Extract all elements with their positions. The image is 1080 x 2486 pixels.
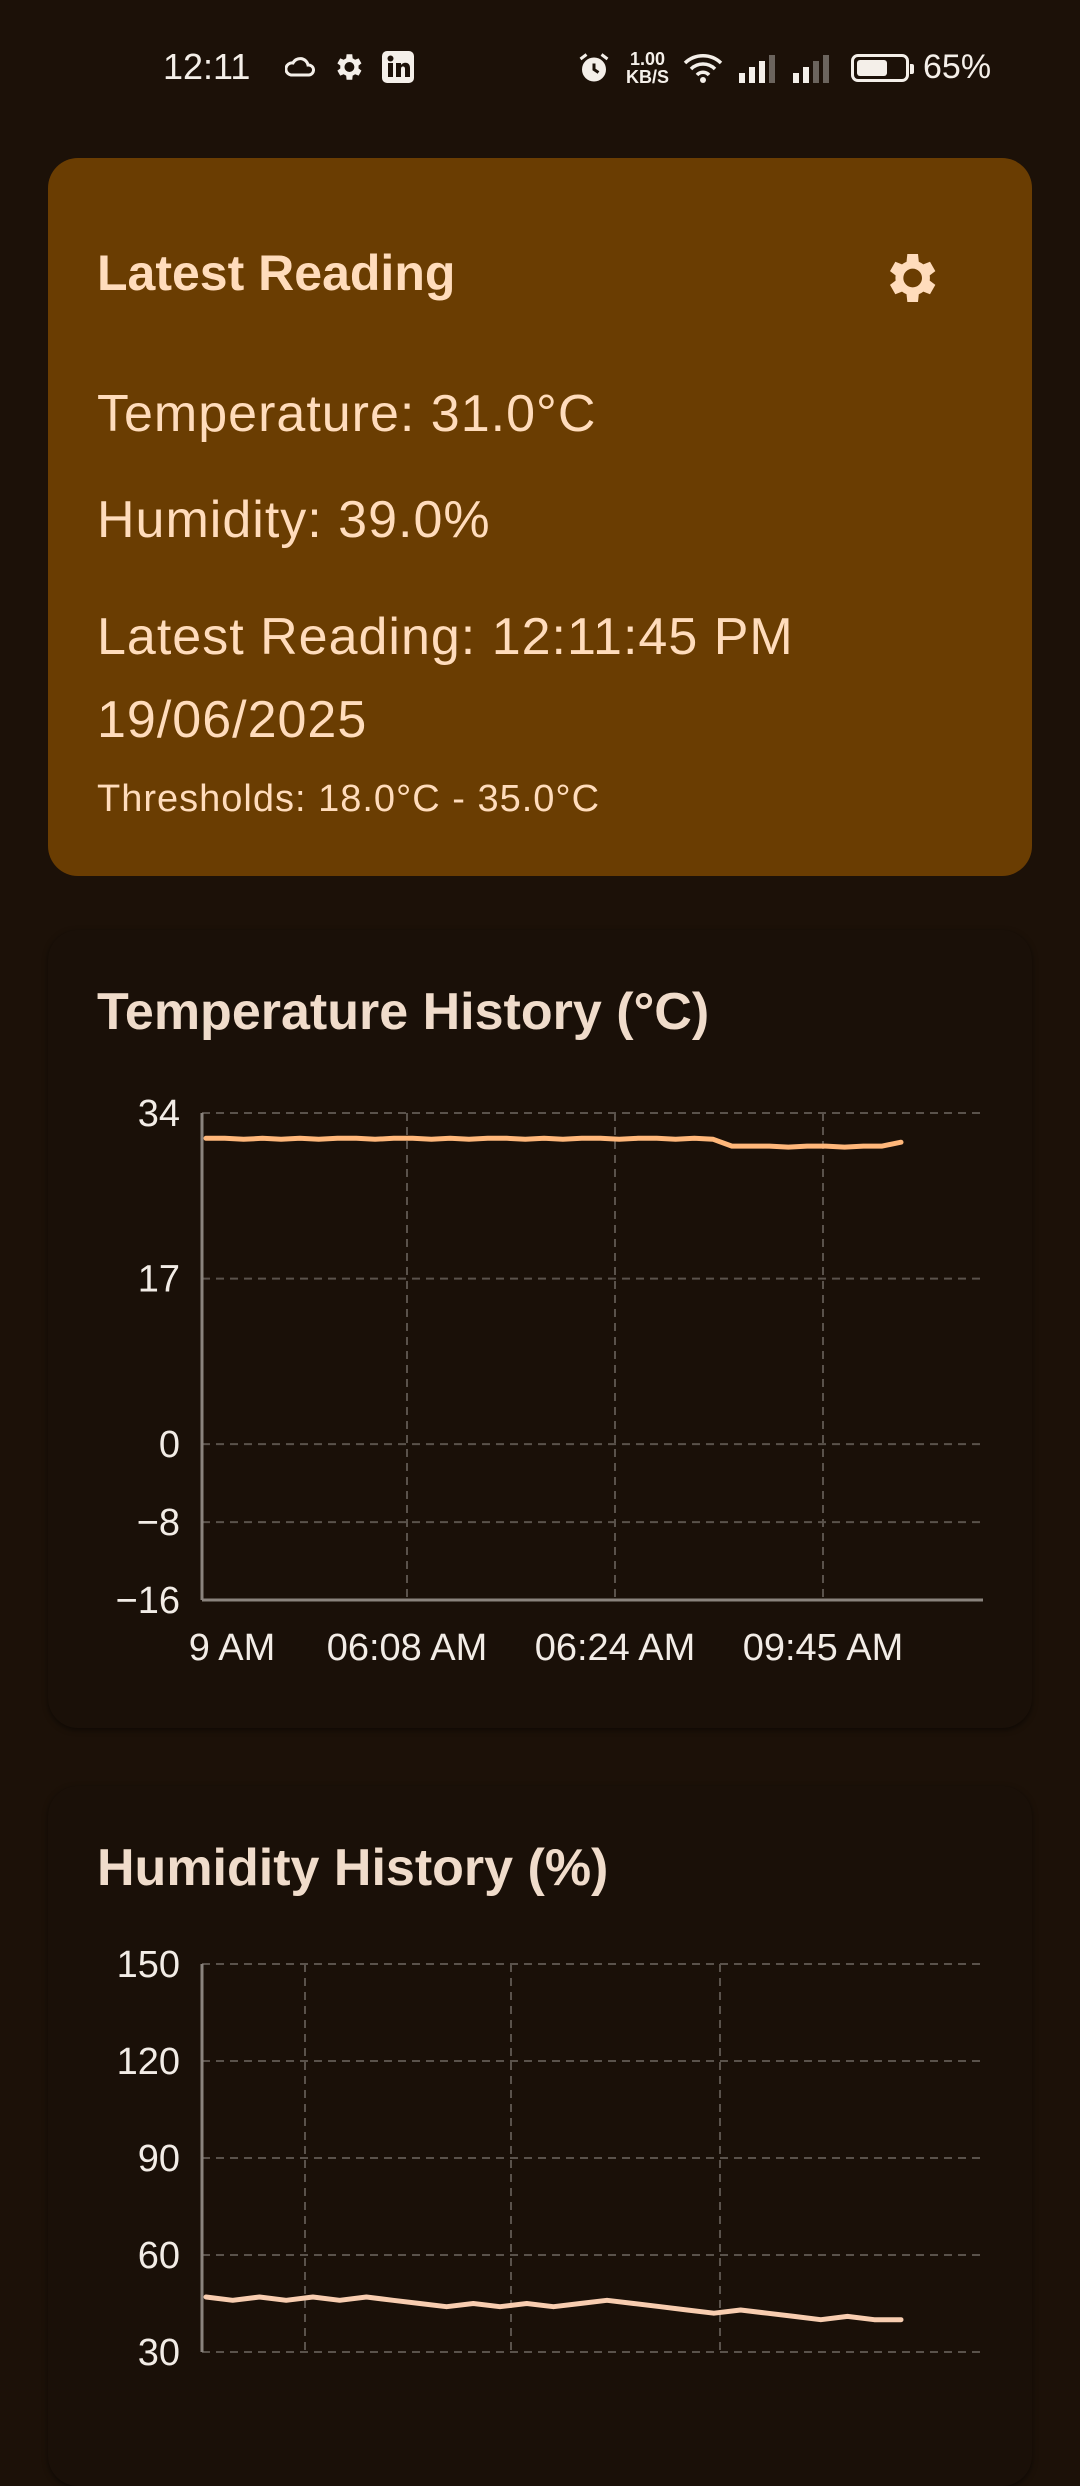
humidity-value: Humidity: 39.0%: [97, 491, 491, 549]
series-line: [203, 1135, 904, 1150]
x-tick-label: 06:24 AM: [535, 1627, 696, 1669]
temperature-history-title: Temperature History (°C): [97, 983, 710, 1041]
wifi-icon: [683, 53, 723, 83]
signal-icon-1: [739, 54, 776, 83]
y-tick-label: 90: [138, 2138, 180, 2180]
settings-gear-icon[interactable]: [878, 246, 942, 310]
temperature-history-card: Temperature History (°C) 34 17 0 −8 −16 9 AM 0…: [48, 930, 1032, 1728]
y-tick-label: 120: [117, 2041, 180, 2083]
alarm-icon: [579, 52, 609, 81]
y-tick-label: 150: [117, 1944, 180, 1986]
series-line: [203, 2294, 904, 2323]
humidity-history-title: Humidity History (%): [97, 1839, 609, 1897]
thresholds-text: Thresholds: 18.0°C - 35.0°C: [97, 778, 601, 820]
status-bar: 12:11 1.00 KB/S: [0, 0, 1080, 140]
battery-icon: [851, 53, 915, 82]
x-tick-label: 06:08 AM: [327, 1627, 488, 1669]
net-speed: 1.00 KB/S: [626, 48, 670, 87]
signal-icon-2: [793, 54, 830, 83]
cloud-icon: [285, 57, 315, 77]
y-tick-label: 0: [159, 1424, 180, 1466]
x-tick-label: 9 AM: [189, 1627, 276, 1669]
temperature-value: Temperature: 31.0°C: [97, 385, 597, 443]
latest-reading-title: Latest Reading: [97, 245, 456, 301]
humidity-history-card: Humidity History (%) 150 120 90 60 30: [48, 1786, 1032, 2486]
y-tick-label: 17: [138, 1259, 180, 1301]
status-time: 12:11: [163, 46, 251, 87]
linkedin-icon: [382, 51, 414, 83]
temperature-chart: 34 17 0 −8 −169 AM 06:08 AM 06:24 AM 09:45 AM: [116, 1093, 983, 1669]
status-left-icons: [285, 50, 415, 84]
latest-reading-time: Latest Reading: 12:11:45 PM 19/06/2025: [97, 608, 794, 749]
y-tick-label: −16: [116, 1580, 180, 1622]
y-tick-label: −8: [137, 1502, 180, 1544]
x-tick-label: 09:45 AM: [743, 1627, 904, 1669]
status-right-icons: 1.00 KB/S 65%: [576, 48, 991, 87]
gear-icon: [337, 54, 362, 80]
y-tick-label: 34: [138, 1093, 180, 1135]
y-tick-label: 60: [138, 2235, 180, 2277]
y-tick-label: 30: [138, 2332, 180, 2374]
latest-reading-card: Latest Reading Temperature: 31.0°C Humid…: [48, 158, 1032, 876]
battery-fill: [857, 59, 887, 76]
humidity-chart: 150 120 90 60 30: [117, 1944, 983, 2374]
battery-percent: 65%: [923, 48, 992, 86]
